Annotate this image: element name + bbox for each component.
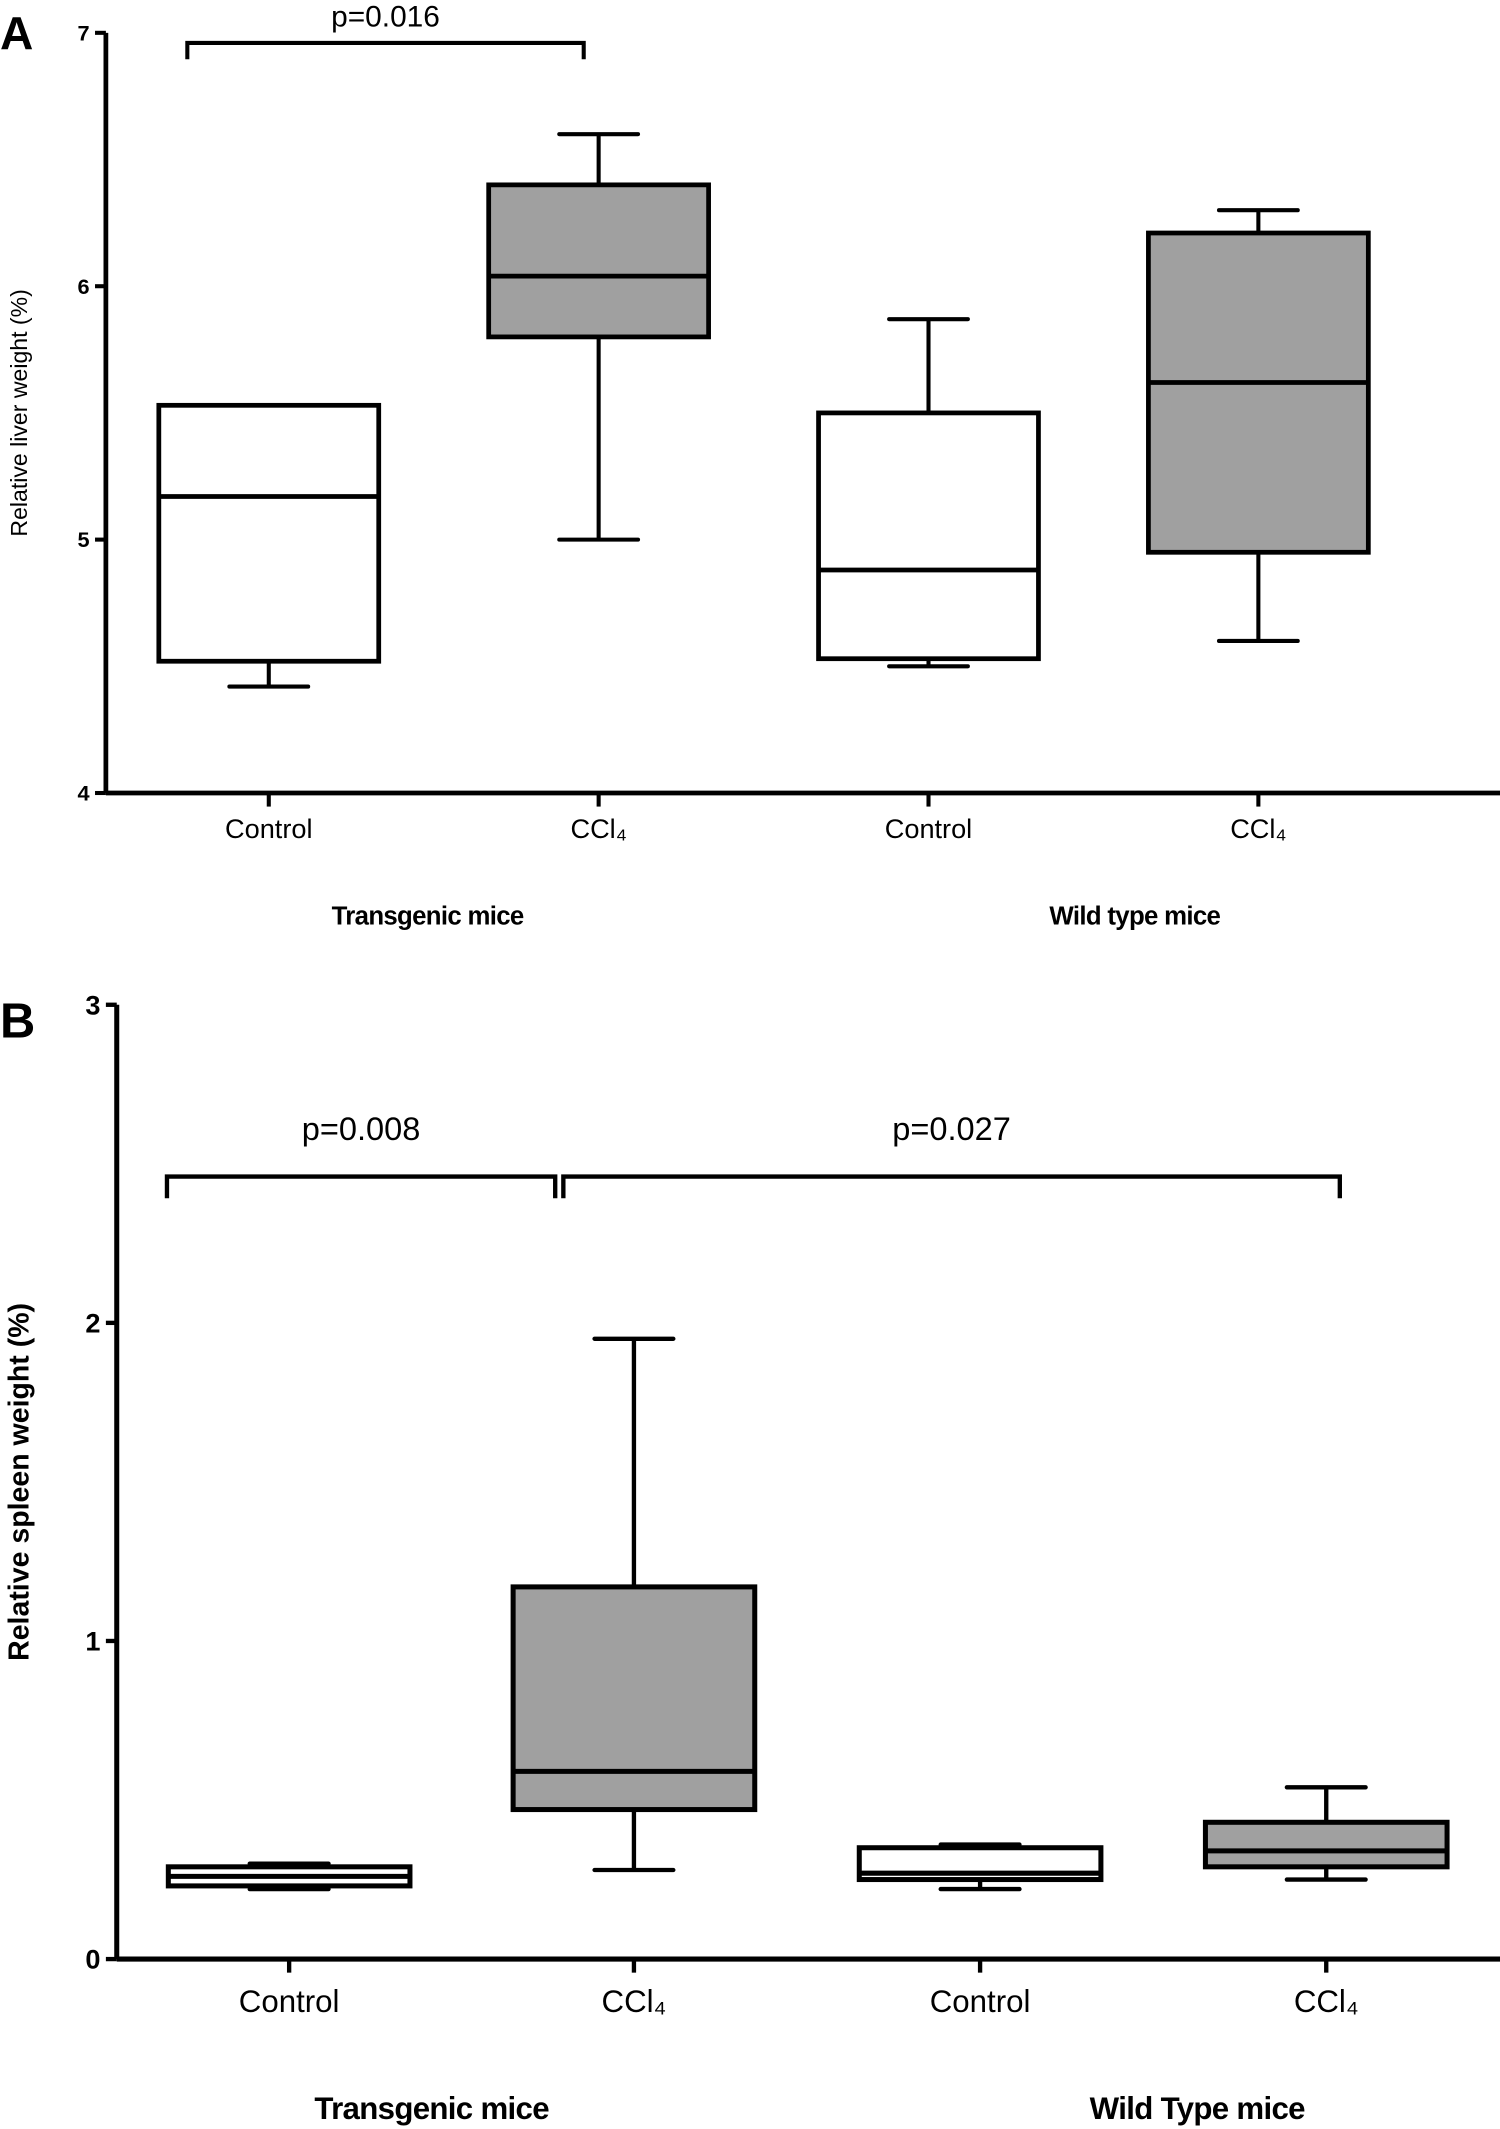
box xyxy=(1146,230,1371,555)
p-value-label: p=0.027 xyxy=(892,1111,1011,1147)
x-tick-label: Control xyxy=(239,1984,340,2019)
group-label: Transgenic mice xyxy=(332,903,524,931)
x-tick-label: CCl₄ xyxy=(602,1984,667,2019)
significance-bracket xyxy=(185,40,586,60)
x-tick-label: CCl₄ xyxy=(571,813,627,844)
p-value-label: p=0.008 xyxy=(302,1111,421,1147)
panel-label: B xyxy=(0,994,35,1048)
box xyxy=(486,182,711,340)
box xyxy=(816,410,1041,662)
y-tick-label: 3 xyxy=(85,989,100,1020)
group-label: Wild type mice xyxy=(1049,903,1220,931)
x-tick-label: Control xyxy=(885,813,972,844)
y-tick-label: 4 xyxy=(78,781,90,806)
significance-bracket xyxy=(164,1174,558,1199)
box xyxy=(510,1584,758,1813)
group-label: Transgenic mice xyxy=(314,2091,549,2126)
x-tick-label: CCl₄ xyxy=(1230,813,1286,844)
y-tick-label: 6 xyxy=(78,274,90,299)
significance-bracket xyxy=(561,1174,1342,1199)
x-tick-label: CCl₄ xyxy=(1294,1984,1359,2019)
y-tick-label: 1 xyxy=(85,1625,100,1656)
box xyxy=(156,402,382,664)
group-label: Wild Type mice xyxy=(1090,2091,1305,2126)
x-tick-label: Control xyxy=(225,813,312,844)
panel-label: A xyxy=(0,7,33,59)
y-tick-label: 7 xyxy=(78,20,90,45)
y-tick-label: 5 xyxy=(78,527,90,552)
x-tick-label: Control xyxy=(930,1984,1031,2019)
box xyxy=(1202,1819,1450,1870)
y-axis-label: Relative spleen weight (%) xyxy=(4,1303,36,1661)
y-tick-label: 2 xyxy=(85,1307,100,1338)
y-axis-label: Relative liver weight (%) xyxy=(6,289,32,536)
p-value-label: p=0.016 xyxy=(331,1,440,34)
y-tick-label: 0 xyxy=(85,1944,100,1975)
